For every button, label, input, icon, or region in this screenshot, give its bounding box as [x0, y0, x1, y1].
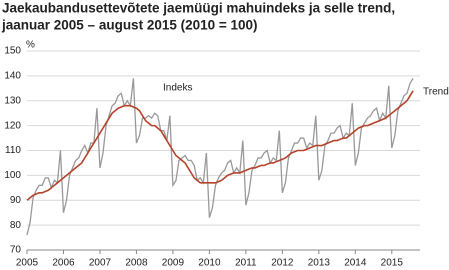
y-tick-label: 100	[4, 170, 21, 181]
x-tick-label: 2006	[52, 258, 75, 269]
annotation: Trend	[423, 87, 449, 98]
x-tick-label: 2007	[89, 258, 112, 269]
x-tick-label: 2012	[271, 258, 294, 269]
y-tick-label: 80	[10, 220, 22, 231]
x-tick-label: 2008	[125, 258, 148, 269]
y-unit: %	[26, 40, 35, 51]
x-tick-label: 2009	[162, 258, 185, 269]
series-line	[26, 90, 414, 201]
x-tick-label: 2013	[308, 258, 331, 269]
y-tick-label: 70	[10, 245, 22, 256]
chart-title: jaanuar 2005 – august 2015 (2010 = 100)	[1, 18, 258, 33]
y-tick-label: 130	[4, 95, 21, 106]
x-tick-label: 2015	[381, 258, 404, 269]
annotation: Indeks	[163, 83, 192, 94]
x-tick-label: 2014	[344, 258, 367, 269]
x-tick-label: 2011	[235, 258, 257, 269]
y-tick-label: 90	[10, 195, 22, 206]
y-tick-label: 110	[5, 145, 21, 156]
y-tick-label: 120	[4, 120, 21, 131]
x-tick-label: 2005	[16, 258, 39, 269]
y-tick-label: 150	[4, 46, 21, 57]
y-tick-label: 140	[4, 71, 21, 82]
x-tick-label: 2010	[198, 258, 221, 269]
chart-title: Jaekaubandusettevõtete jaemüügi mahuinde…	[2, 1, 395, 16]
